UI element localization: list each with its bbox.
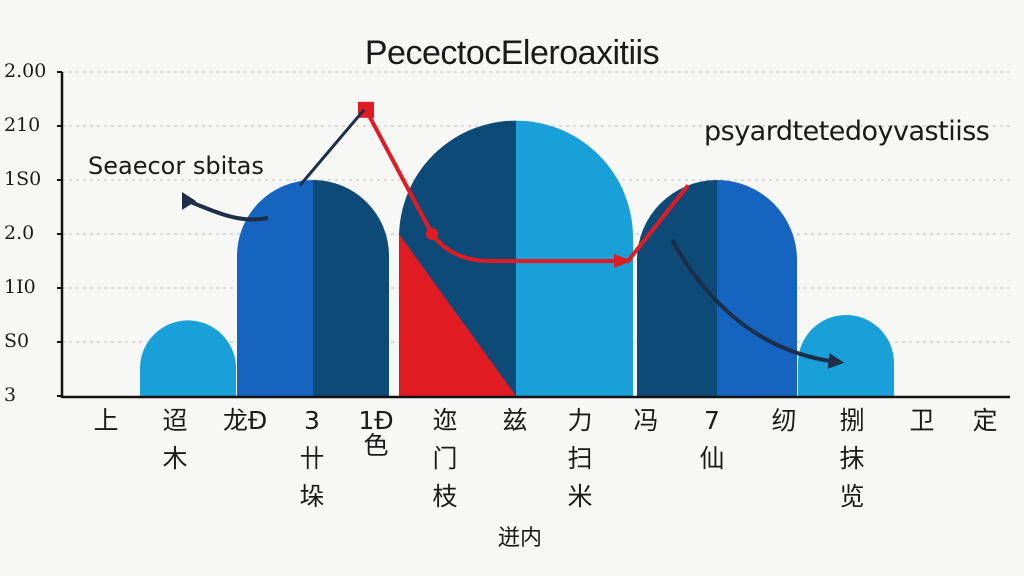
x-tick-label-line: 3	[304, 406, 320, 435]
y-tick-label: 1I0	[4, 276, 36, 298]
x-tick-label-line: 木	[162, 444, 188, 473]
x-tick-label: 冯	[619, 408, 673, 446]
chart-title: PecectocEleroaxitiis	[364, 34, 660, 72]
x-tick-label: 龙Ð	[218, 408, 272, 446]
x-tick-label: 上	[79, 408, 133, 446]
x-tick-label-line: 扫	[567, 444, 593, 473]
y-tick-label: S0	[4, 330, 30, 352]
x-tick-label: 力扫米	[553, 408, 607, 522]
x-tick-label-line: 迢	[162, 406, 188, 435]
x-tick-label: 捌抹览	[825, 408, 879, 522]
bar	[140, 320, 236, 396]
legend-entry-left: Seaecor sbitas	[88, 152, 264, 180]
red-wedge-shape	[399, 234, 516, 396]
x-tick-label-line: 枝	[432, 482, 458, 511]
x-tick-label-line: 7	[704, 406, 720, 435]
x-tick-label-line: 兹	[502, 406, 528, 435]
x-tick-label-line: 抹	[839, 444, 865, 473]
x-tick-label: 迩门枝	[418, 408, 472, 522]
red-series-marker	[614, 254, 632, 268]
x-tick-label: 兹	[488, 408, 542, 446]
y-tick-label: 3	[4, 384, 17, 406]
x-tick-label-line: 卫	[909, 406, 935, 435]
red-wedge	[399, 234, 516, 396]
axes	[57, 71, 1010, 399]
dark-arrow-right	[670, 239, 845, 369]
x-tick-label: 纫	[757, 408, 811, 446]
legend-entry-right: psyardtetedoyvastiiss	[704, 116, 990, 147]
x-tick-label-line: 纫	[771, 406, 797, 435]
x-tick-label-line: 米	[567, 482, 593, 511]
x-tick-label-line: 览	[839, 482, 865, 511]
dark-line-segment	[298, 108, 366, 187]
x-tick-label-line: 上	[93, 406, 119, 435]
x-tick-label: 卫	[895, 408, 949, 446]
x-tick-label-line: 垛	[299, 482, 325, 511]
x-tick-label-line: 力	[567, 406, 593, 435]
y-tick-label: 210	[4, 114, 41, 136]
bar	[637, 180, 797, 396]
x-tick-label: 迢木	[148, 408, 202, 484]
bar-right-half	[717, 180, 797, 396]
line-group	[182, 101, 845, 369]
y-tick-label: 2.0	[4, 222, 35, 244]
bar	[237, 180, 389, 396]
red-series-marker	[426, 228, 438, 240]
x-tick-label: 3 卄垛	[285, 408, 339, 522]
x-tick-label: 1Ð色	[349, 406, 403, 460]
x-tick-label-line: 卄	[299, 444, 325, 473]
x-tick-label-line: 冯	[633, 406, 659, 435]
bar-left-half	[237, 180, 313, 396]
bar	[798, 315, 894, 396]
x-tick-label-line: 龙Ð	[222, 406, 268, 435]
dark-arrow-left	[185, 198, 269, 222]
x-tick-label-line: 门	[432, 444, 458, 473]
x-tick-label: 定	[958, 408, 1012, 446]
x-tick-label-line: 定	[972, 406, 998, 435]
x-axis-label: 迸内	[497, 526, 542, 551]
y-tick-label: 2.00	[4, 60, 47, 82]
x-tick-label-line: 捌	[839, 406, 865, 435]
x-tick-label-line: 迩	[432, 406, 458, 435]
x-tick-label-line: 1Ð色	[358, 406, 394, 460]
y-tick-label: 1S0	[4, 168, 42, 190]
x-tick-label-line: 仙	[699, 444, 725, 473]
dark-arrowhead-left	[182, 192, 196, 210]
bar-right-half	[313, 180, 389, 396]
